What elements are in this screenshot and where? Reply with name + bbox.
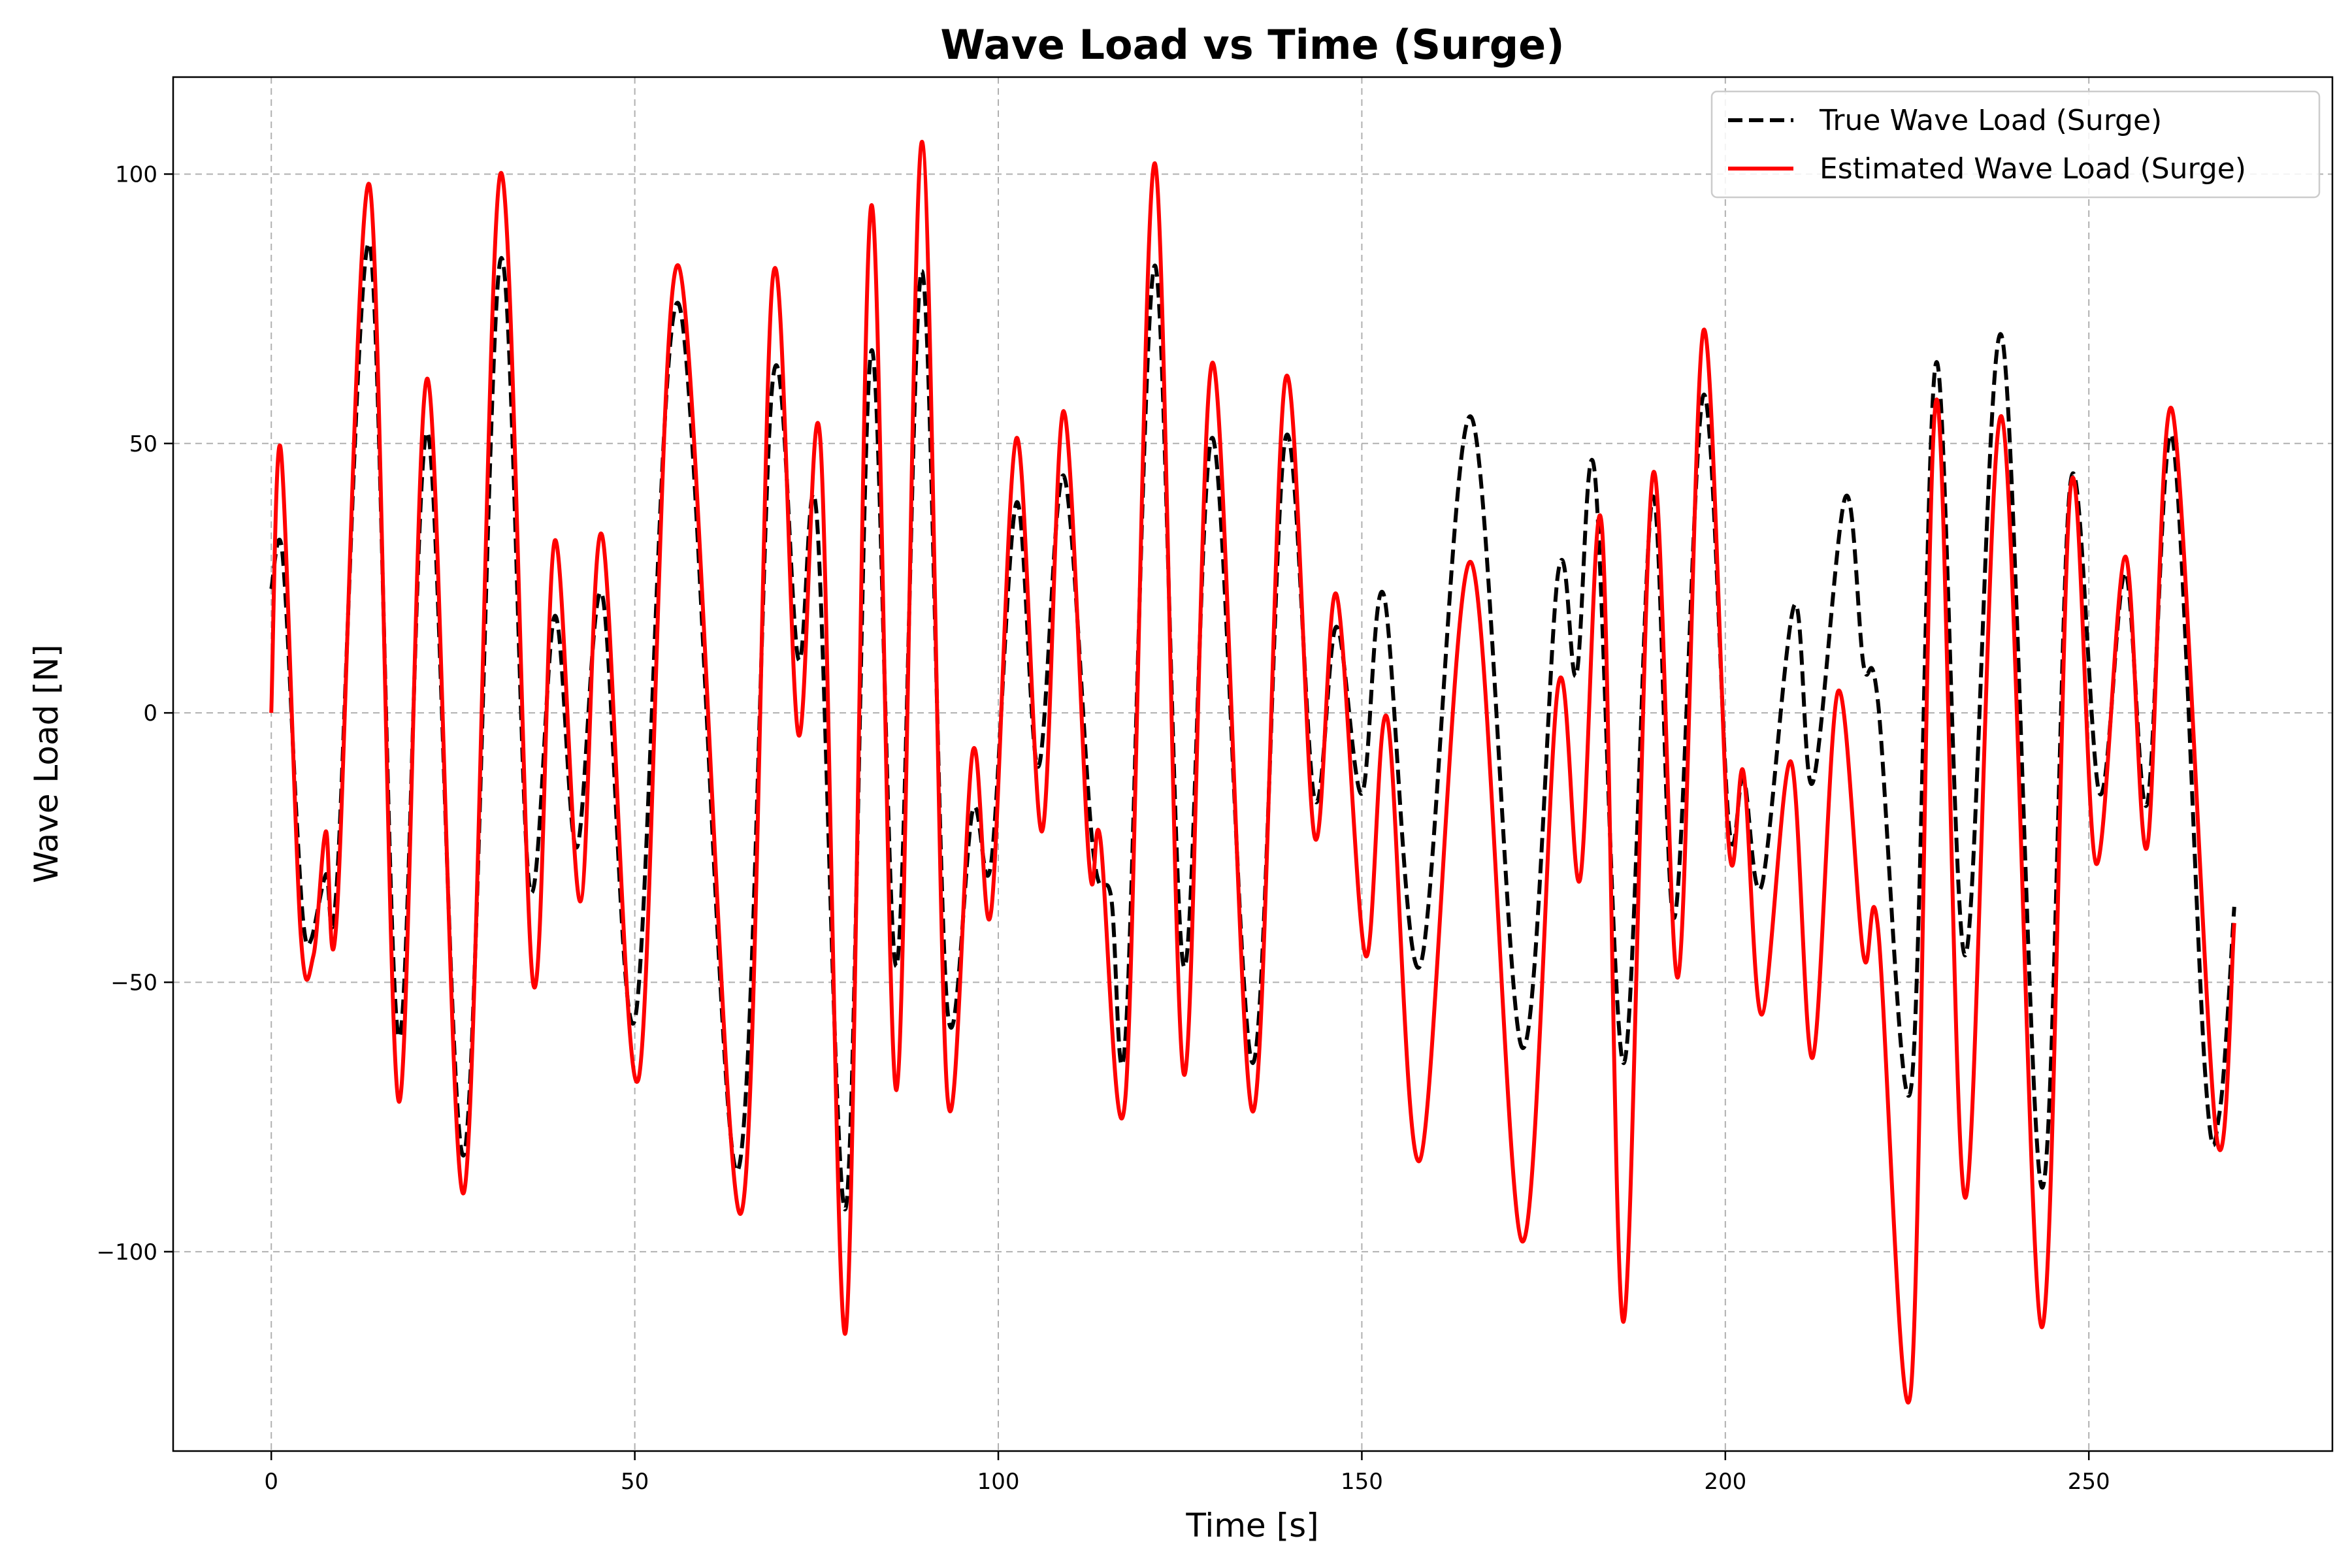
series-line-estimated-wave-load [269,140,2236,1405]
y-tick-label: −100 [97,1239,157,1266]
y-axis-label: Wave Load [N] [27,644,65,883]
legend-box [1710,90,2321,199]
x-tick-label: 150 [1341,1469,1383,1495]
plot-series [269,140,2236,1405]
x-axis-label: Time [s] [1185,1507,1318,1544]
legend: True Wave Load (Surge) Estimated Wave Lo… [1710,90,2321,199]
x-tick-label: 50 [621,1469,649,1495]
series-line-true-wave-load [269,241,2236,1211]
legend-label-estimated-wave-load: Estimated Wave Load (Surge) [1820,152,2246,186]
plot-frame [172,76,2334,1452]
x-tick-label: 100 [977,1469,1020,1495]
x-tick-label: 200 [1704,1469,1746,1495]
legend-label-true-wave-load: True Wave Load (Surge) [1819,104,2162,137]
x-tick-label: 0 [264,1469,278,1495]
y-tick-label: 100 [115,161,157,188]
y-tick-label: 50 [129,431,157,457]
y-tick-label: 0 [143,700,157,727]
y-tick-label: −50 [110,970,157,996]
axis-ticks: 0 50 100 150 200 250 −100 −50 0 50 100 [97,161,2110,1495]
chart-title: Wave Load vs Time (Surge) [940,21,1564,69]
x-tick-label: 250 [2068,1469,2110,1495]
